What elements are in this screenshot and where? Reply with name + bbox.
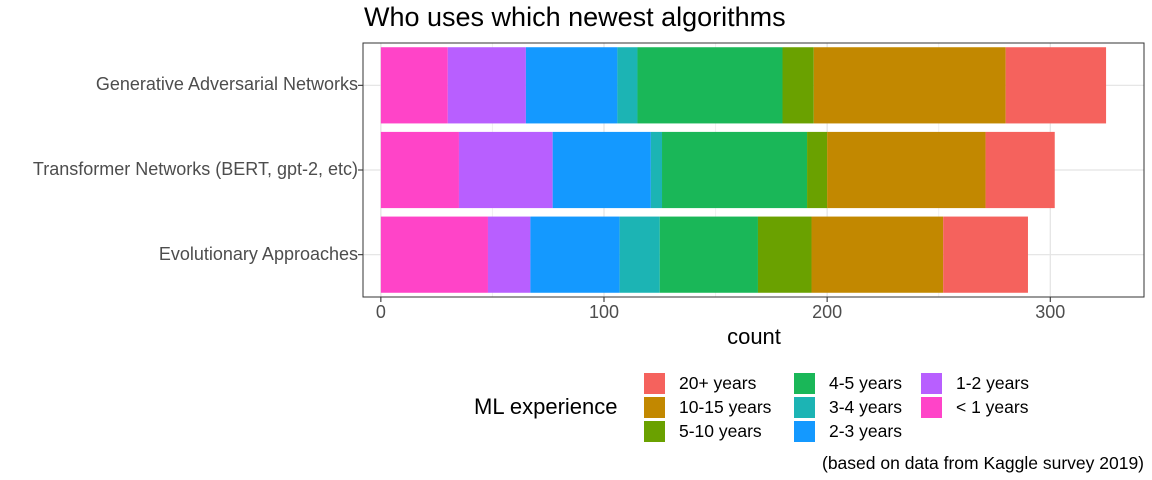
bar-segment [637, 47, 783, 124]
bar-segment [447, 47, 526, 124]
category-label: Generative Adversarial Networks [95, 74, 358, 95]
legend-label: 10-15 years [679, 396, 772, 417]
chart-title: Who uses which newest algorithms [364, 2, 786, 32]
legend-swatch [921, 396, 942, 418]
bar-segment [813, 47, 1006, 124]
legend-item: 2-3 years [794, 419, 902, 443]
x-tick-label: 0 [375, 302, 386, 322]
legend-label: 4-5 years [829, 372, 902, 393]
bar-segment [552, 131, 651, 209]
x-tick-label: 300 [1035, 302, 1066, 322]
bar-segment [380, 216, 488, 293]
legend-item: < 1 years [921, 395, 1028, 419]
x-tick-label: 200 [812, 302, 843, 322]
category-label: Evolutionary Approaches [158, 243, 358, 264]
legend-swatch [794, 420, 815, 442]
bar-segment [827, 131, 986, 209]
legend-swatch [644, 372, 665, 394]
category-label: Transformer Networks (BERT, gpt-2, etc) [32, 159, 358, 179]
bar-segment [782, 47, 814, 124]
bar-segment [458, 131, 553, 209]
legend-title: ML experience [474, 394, 618, 419]
legend-item: 5-10 years [644, 419, 762, 443]
legend-label: 3-4 years [829, 396, 902, 417]
bar-segment [380, 47, 448, 124]
legend-label: 5-10 years [679, 420, 762, 441]
bar-segment [811, 216, 944, 293]
legend-swatch [794, 372, 815, 394]
legend-item: 4-5 years [794, 371, 902, 395]
legend-label: < 1 years [956, 396, 1029, 417]
chart-caption: (based on data from Kaggle survey 2019) [822, 453, 1144, 473]
bar-segment [985, 131, 1055, 209]
bar-segment [530, 216, 620, 293]
legend-swatch [794, 396, 815, 418]
bar-segment [1005, 47, 1107, 124]
legend-item: 3-4 years [794, 395, 902, 419]
x-axis-title: count [727, 324, 781, 349]
bar-segment [380, 131, 459, 209]
x-tick-label: 100 [588, 302, 620, 322]
bar-segment [757, 216, 812, 293]
bar-segment [650, 131, 663, 209]
legend-swatch [921, 372, 942, 394]
bar-segment [619, 216, 660, 293]
legend-label: 20+ years [679, 372, 757, 393]
bar-segment [487, 216, 531, 293]
bar-segment [525, 47, 618, 124]
bar-segment [662, 131, 808, 209]
bar-segment [807, 131, 828, 209]
legend-swatch [644, 420, 665, 442]
legend-item: 20+ years [644, 371, 756, 395]
legend-item: 1-2 years [921, 371, 1029, 395]
legend-swatch [644, 396, 665, 418]
legend-label: 1-2 years [956, 372, 1029, 393]
bar-segment [659, 216, 758, 293]
bar-segment [943, 216, 1028, 293]
bar-segment [617, 47, 638, 124]
legend-label: 2-3 years [829, 420, 902, 441]
legend-item: 10-15 years [644, 395, 771, 419]
